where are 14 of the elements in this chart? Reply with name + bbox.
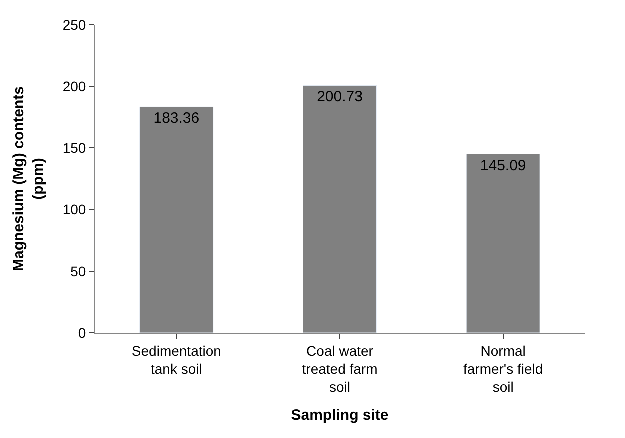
data-label: 145.09: [480, 157, 526, 174]
y-tick-label: 0: [78, 324, 86, 341]
x-tick-label: Coal water treated farm soil: [302, 342, 378, 396]
y-tick-label: 150: [62, 140, 86, 156]
y-tick-label: 50: [70, 263, 86, 280]
y-tick-label: 250: [62, 16, 86, 33]
y-tick-label: 100: [62, 202, 86, 218]
y-axis-title: Magnesium (Mg) contents (ppm): [10, 86, 48, 272]
data-label: 200.73: [317, 88, 363, 106]
y-tick-label: 200: [62, 78, 86, 94]
x-tick-label: Normal farmer's field soil: [463, 342, 544, 396]
x-tick-label: Sedimentation tank soil: [132, 342, 222, 377]
data-label: 183.36: [154, 110, 200, 128]
x-axis-title: Sampling site: [291, 407, 389, 424]
